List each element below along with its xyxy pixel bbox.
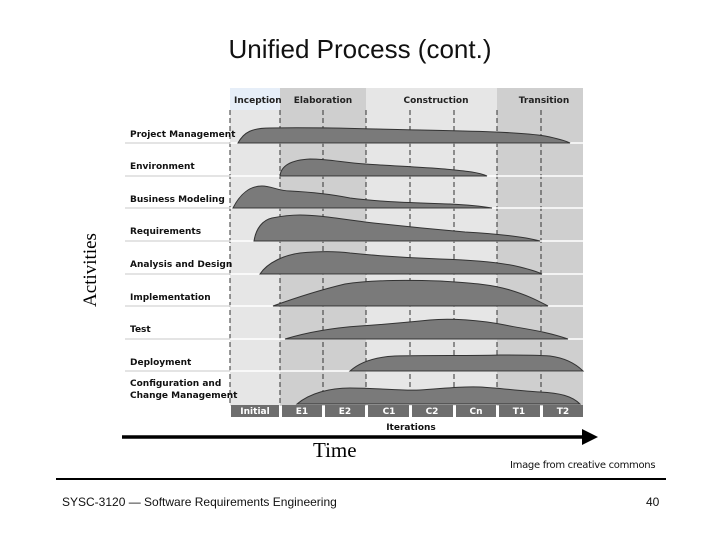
iteration-cell-initial: [231, 405, 279, 417]
phase-header-elaboration: [280, 88, 366, 110]
hump-analysis-design: [259, 251, 543, 275]
footer-course-title: SYSC-3120 — Software Requirements Engine…: [62, 495, 337, 509]
slide-title: Unified Process (cont.): [228, 34, 492, 64]
activity-label-configuration-management: Configuration and: [130, 379, 221, 389]
iteration-label-cn: Cn: [469, 407, 482, 417]
phase-label-construction: Construction: [403, 96, 468, 106]
time-arrow-head: [582, 429, 598, 445]
hump-business-modeling: [232, 185, 493, 209]
iteration-label-e2: E2: [339, 407, 351, 417]
iteration-cell-c1: [368, 405, 409, 417]
hump-implementation: [272, 279, 549, 307]
activity-label-business-modeling: Business Modeling: [130, 195, 225, 205]
footer-divider: [56, 478, 666, 480]
time-axis-label: Time: [313, 438, 357, 462]
activity-label-project-management: Project Management: [130, 130, 236, 140]
iteration-cell-cn: [456, 405, 496, 417]
iteration-cell-t2: [543, 405, 583, 417]
phase-header-transition: [497, 88, 583, 110]
hump-configuration-management: [295, 386, 582, 405]
iteration-label-initial: Initial: [240, 407, 269, 417]
phase-header-inception: [230, 88, 280, 110]
iteration-label-c1: C1: [383, 407, 396, 417]
iteration-label-t1: T1: [513, 407, 525, 417]
hump-project-management: [237, 127, 571, 144]
iteration-cell-e2: [325, 405, 365, 417]
phase-label-elaboration: Elaboration: [294, 96, 352, 106]
activity-label-configuration-management-line2: Change Management: [130, 391, 238, 401]
activity-label-implementation: Implementation: [130, 293, 211, 303]
iteration-label-t2: T2: [557, 407, 569, 417]
phase-label-inception: Inception: [234, 96, 282, 106]
hump-requirements: [253, 214, 541, 242]
image-credit: Image from creative commons: [510, 460, 656, 471]
iteration-cell-t1: [499, 405, 540, 417]
iterations-caption: Iterations: [386, 423, 436, 433]
hump-deployment: [348, 354, 585, 372]
activity-label-analysis-design: Analysis and Design: [130, 260, 232, 270]
activity-label-panel: [125, 110, 230, 405]
phase-header-construction: [366, 88, 497, 110]
activity-label-requirements: Requirements: [130, 227, 201, 237]
iteration-label-e1: E1: [296, 407, 308, 417]
activity-label-test: Test: [130, 325, 151, 335]
iteration-cell-c2: [412, 405, 453, 417]
activity-label-environment: Environment: [130, 162, 195, 172]
hump-test: [284, 318, 569, 340]
activity-label-deployment: Deployment: [130, 358, 192, 368]
page-number: 40: [646, 495, 660, 509]
iteration-cell-e1: [282, 405, 322, 417]
phase-label-transition: Transition: [519, 96, 570, 106]
iteration-label-c2: C2: [426, 407, 439, 417]
hump-environment: [279, 158, 488, 177]
